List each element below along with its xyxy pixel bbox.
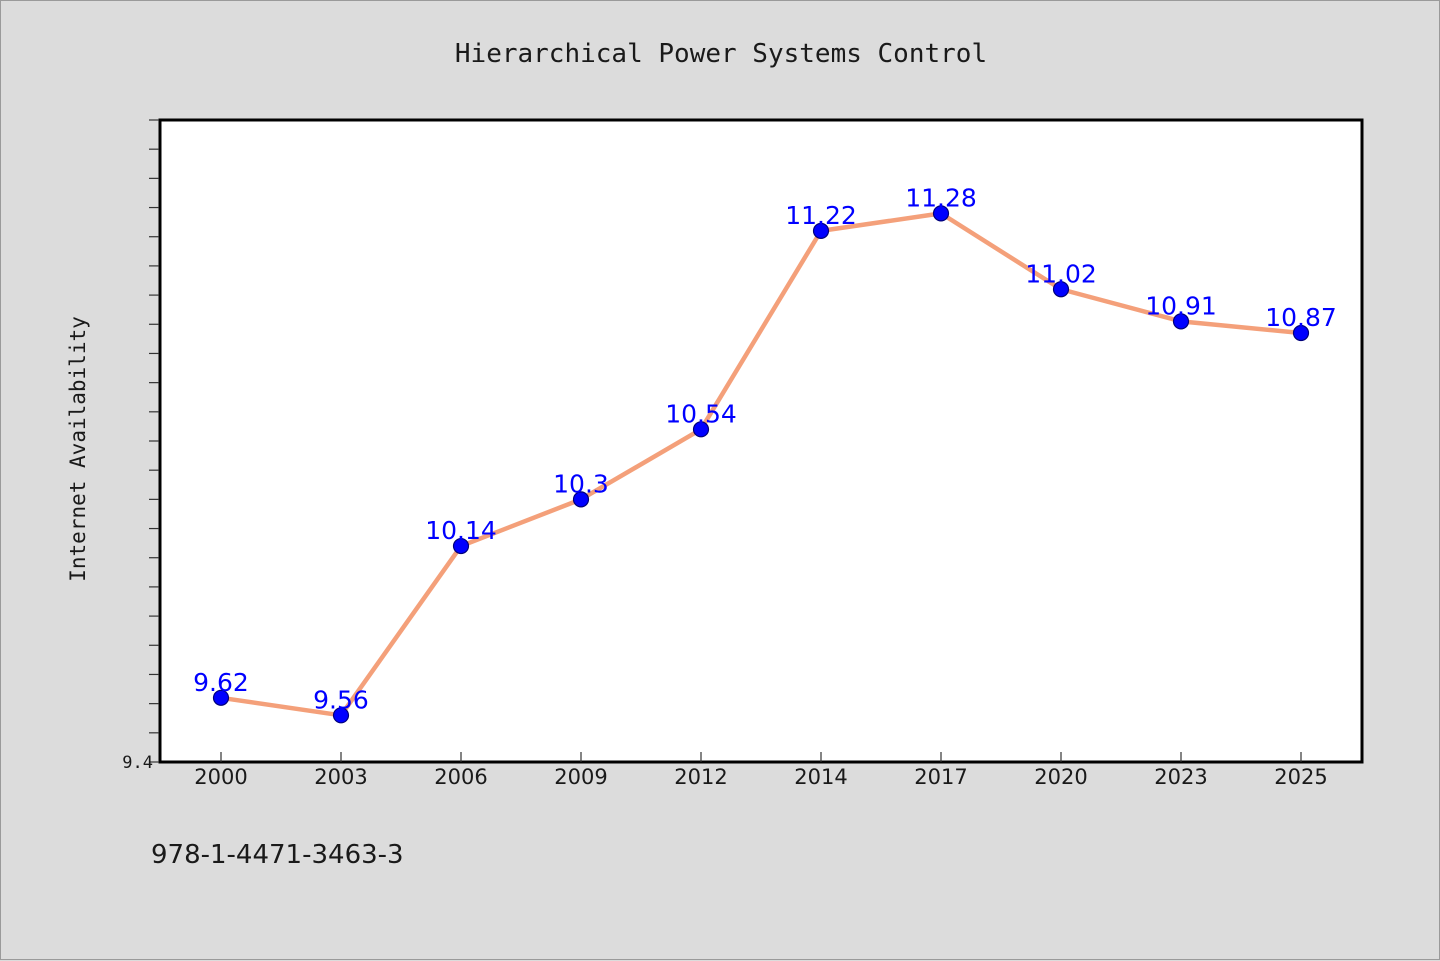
data-point bbox=[572, 491, 590, 508]
x-tick-label: 2000 bbox=[194, 765, 247, 789]
data-label: 11.02 bbox=[1025, 259, 1097, 288]
x-tick-label: 2020 bbox=[1034, 765, 1087, 789]
data-point bbox=[212, 689, 230, 706]
data-label: 9.56 bbox=[313, 685, 369, 714]
y-axis-label: Internet Availability bbox=[66, 316, 90, 582]
x-tick-label: 2003 bbox=[314, 765, 367, 789]
data-point bbox=[452, 537, 470, 555]
data-label: 10.91 bbox=[1145, 291, 1217, 320]
data-point bbox=[332, 707, 350, 724]
plot-area bbox=[158, 118, 1364, 764]
data-label: 10.87 bbox=[1265, 303, 1337, 332]
data-point bbox=[932, 205, 950, 222]
x-tick-label: 2023 bbox=[1154, 765, 1207, 789]
data-point bbox=[1052, 281, 1070, 298]
data-point bbox=[1172, 313, 1190, 330]
x-axis-ticks: 2000 2003 2006 2009 2012 2014 2017 2020 2023 2025 bbox=[194, 752, 1328, 789]
x-tick-label: 2009 bbox=[554, 765, 607, 789]
x-tick-label: 2014 bbox=[794, 765, 847, 789]
series-line bbox=[218, 211, 1304, 718]
x-tick-label: 2025 bbox=[1274, 765, 1327, 789]
data-point bbox=[812, 222, 830, 239]
chart-title: Hierarchical Power Systems Control bbox=[455, 39, 987, 69]
y-axis-ticks: 9.4 bbox=[122, 119, 159, 773]
data-label: 10.14 bbox=[425, 516, 497, 545]
data-label: 9.62 bbox=[193, 668, 249, 697]
data-label: 10.54 bbox=[665, 399, 737, 428]
x-tick-label: 2006 bbox=[434, 765, 487, 789]
data-point bbox=[692, 421, 710, 438]
y-tick-label: 9.4 bbox=[122, 753, 153, 773]
data-label: 11.22 bbox=[785, 201, 857, 230]
data-label: 10.3 bbox=[553, 469, 609, 498]
series-layer: 9.62 9.56 10.14 10.3 10.54 11.22 11.28 11.02 10.… bbox=[193, 183, 1337, 724]
data-point bbox=[1292, 324, 1310, 342]
data-label: 11.28 bbox=[905, 183, 977, 212]
isbn-footer: 978-1-4471-3463-3 bbox=[151, 840, 404, 870]
x-tick-label: 2012 bbox=[674, 765, 727, 789]
x-tick-label: 2017 bbox=[914, 765, 967, 789]
